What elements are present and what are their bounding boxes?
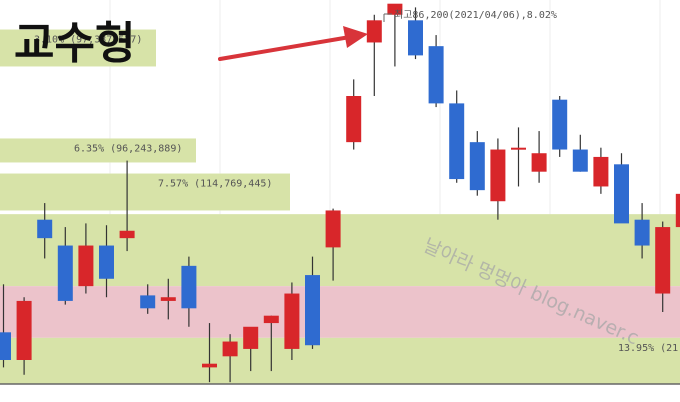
band-label: 13.95% (21 [618,343,678,354]
candle [366,14,382,96]
candle-body [675,193,680,228]
arrow-shaft [218,35,352,61]
candle-body [449,103,465,180]
chart-title: 교수형 [14,18,135,69]
price-band-green [0,337,680,384]
candle-body [408,20,423,56]
candle [675,193,680,228]
candle [511,127,526,187]
candle [305,256,320,349]
candle-body [284,293,300,349]
candle [655,221,671,312]
high-annotation: 최고86,200(2021/04/06),8.02% [394,9,557,21]
candle [490,138,506,220]
arrow [218,26,368,61]
candle [572,134,588,172]
candle [222,334,238,383]
candle [428,35,444,108]
candle [469,131,485,196]
candle-body [160,297,176,301]
band-label: 7.57% (114,769,445) [158,179,272,190]
candle-body [305,275,320,346]
candle [119,160,135,252]
candles [0,3,680,383]
candle-body [16,300,32,360]
candle-body [531,153,547,172]
candle [0,284,11,368]
candle-body [490,149,506,202]
candle-body [57,245,73,301]
candle-body [552,99,568,150]
candle-body [325,210,341,248]
band-labels: 3.10% (97,337,537) 6.35% (96,243,889) 7.57… [34,35,678,354]
arrow-head [343,26,368,48]
band-label: 6.35% (96,243,889) [74,143,182,154]
candle-body [387,3,403,15]
candle-body [428,46,444,104]
candle-body [366,20,382,43]
candle-body [511,147,526,150]
candle [181,256,197,327]
candle-body [140,295,156,309]
candle [614,153,629,224]
candle [408,7,423,60]
price-band-pink [0,286,680,338]
candle-body [202,363,217,368]
candle [531,131,547,183]
candle-body [37,219,53,239]
candle [243,326,259,372]
candle [263,315,279,372]
candle [387,3,403,67]
candle-body [78,245,94,287]
candle [78,223,94,294]
candle-body [614,164,629,224]
candle [202,323,217,383]
high-marker: 최고86,200(2021/04/06),8.02% [383,9,557,22]
candle-body [346,96,362,143]
candle [16,297,32,375]
price-band-green [0,29,156,67]
candle [160,278,176,320]
candle-body [243,326,259,349]
candle [552,96,568,157]
candle-body [263,315,279,324]
candle-body [469,142,485,191]
candle-body [572,149,588,172]
candle [99,225,114,298]
candle [57,227,73,305]
candle [284,282,300,360]
candle-body [181,265,197,309]
candle [449,90,465,183]
price-band-green [0,138,196,163]
candle [37,203,53,259]
price-bands [0,29,680,384]
candle-body [119,230,135,239]
candle-body [99,245,114,279]
candle-body [593,156,609,187]
candle-body [634,219,650,246]
candle [140,284,156,314]
candle [346,79,362,150]
candle [325,208,341,281]
price-band-green [0,173,290,211]
band-label: 3.10% (97,337,537) [34,35,142,46]
candle-body [222,341,238,357]
candle [634,203,650,259]
candle [593,147,609,194]
candle-body [0,332,11,360]
candle-body [655,227,671,294]
